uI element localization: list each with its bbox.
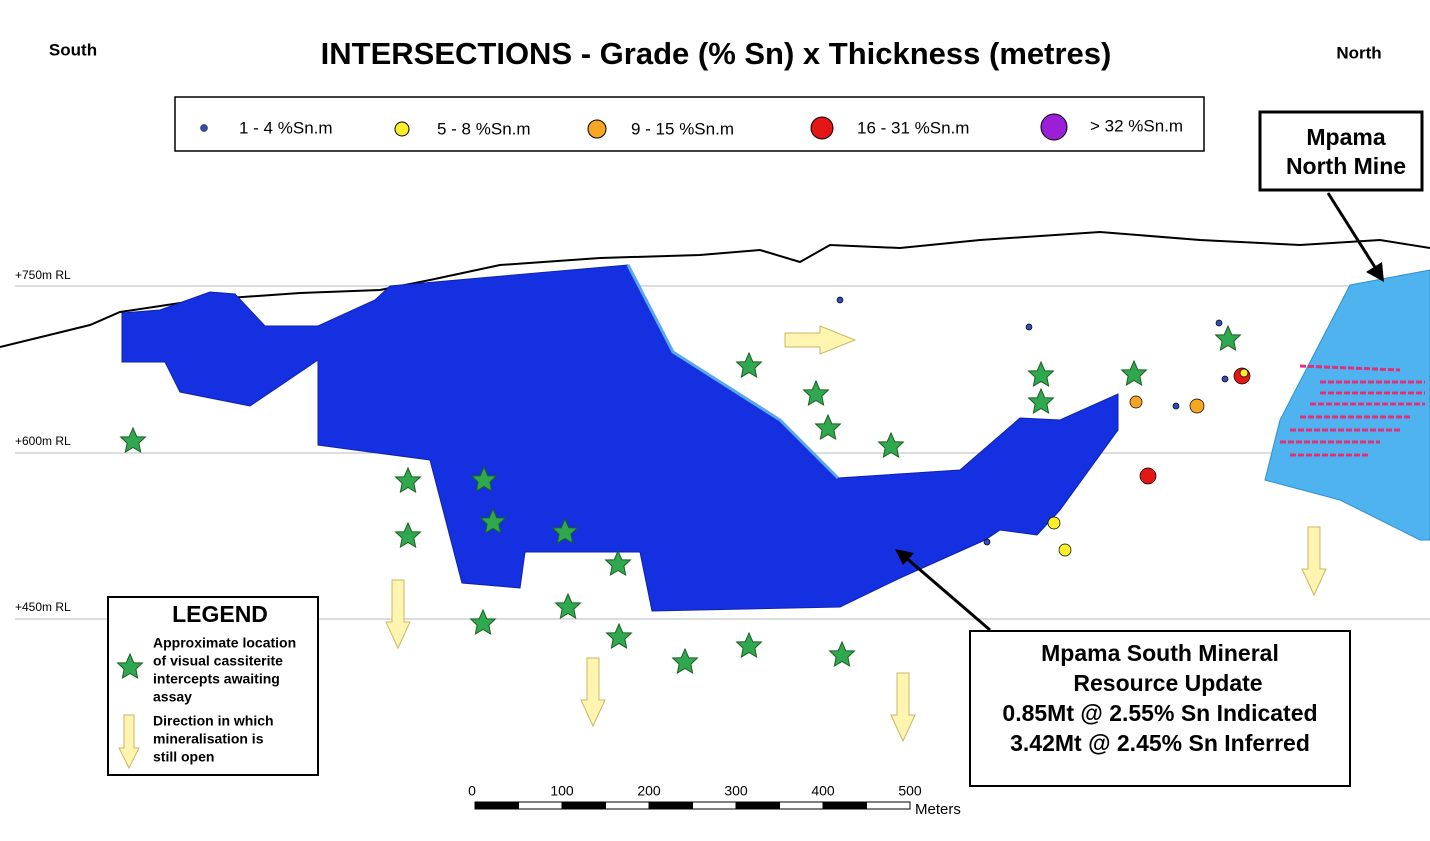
grade-dot bbox=[587, 119, 607, 139]
legend-text: Approximate location bbox=[153, 635, 296, 651]
mine-label: North Mine bbox=[1286, 153, 1406, 179]
scale-label: 400 bbox=[811, 783, 835, 799]
scale-segment bbox=[474, 801, 519, 810]
arrow-group bbox=[385, 325, 1327, 743]
scale-segment bbox=[648, 801, 693, 810]
intercept-dot bbox=[1239, 368, 1249, 378]
grade-label: 5 - 8 %Sn.m bbox=[437, 119, 531, 138]
legend-text: mineralisation is bbox=[153, 731, 264, 747]
grade-dot bbox=[394, 121, 410, 137]
grade-dot bbox=[200, 124, 208, 132]
star bbox=[555, 593, 581, 619]
star bbox=[672, 648, 698, 674]
grade-label: 9 - 15 %Sn.m bbox=[631, 119, 734, 138]
legend-text: still open bbox=[153, 749, 214, 765]
scale-segment bbox=[518, 801, 563, 810]
intercept-dot bbox=[1129, 395, 1143, 409]
pointer bbox=[903, 554, 991, 632]
orebody-edge bbox=[626, 264, 840, 480]
scale-unit: Meters bbox=[915, 801, 961, 818]
scale-segment bbox=[692, 801, 737, 810]
resource-text: 3.42Mt @ 2.45% Sn Inferred bbox=[1010, 730, 1310, 756]
grade-dot bbox=[810, 116, 834, 140]
star bbox=[736, 632, 762, 658]
open-arrow bbox=[580, 657, 606, 728]
intercept-dot bbox=[1172, 402, 1180, 410]
legend-title: LEGEND bbox=[172, 601, 268, 627]
intercept-dot bbox=[1139, 467, 1157, 485]
scale-label: 0 bbox=[468, 783, 476, 799]
star bbox=[395, 467, 421, 493]
star bbox=[1028, 388, 1054, 414]
star bbox=[1215, 325, 1241, 351]
star bbox=[1028, 361, 1054, 387]
intercept-dot bbox=[1189, 398, 1205, 414]
scale-segment bbox=[822, 801, 867, 810]
intercept-dot bbox=[1025, 323, 1033, 331]
scale-bar: 0 100 200 300 400 500 bbox=[468, 783, 922, 810]
star bbox=[829, 641, 855, 667]
scale-segment bbox=[779, 801, 824, 810]
intercept-dot bbox=[836, 296, 844, 304]
star bbox=[815, 414, 841, 440]
dot-group bbox=[836, 296, 1251, 557]
star bbox=[736, 352, 762, 378]
mine-label-box bbox=[1258, 110, 1424, 192]
scale-label: 500 bbox=[898, 783, 922, 799]
star bbox=[120, 427, 146, 453]
pointer-head bbox=[1366, 262, 1384, 282]
legend-arrow bbox=[118, 714, 140, 770]
pointer bbox=[1326, 192, 1380, 273]
resource-text: Mpama South Mineral bbox=[1041, 640, 1279, 666]
rl-label: +600m RL bbox=[15, 434, 71, 448]
grade-label: > 32 %Sn.m bbox=[1090, 116, 1183, 135]
star bbox=[803, 380, 829, 406]
orebody bbox=[121, 264, 1119, 612]
open-arrow bbox=[385, 579, 411, 650]
intercept-dot bbox=[1221, 375, 1229, 383]
open-arrow bbox=[890, 672, 916, 743]
legend-box bbox=[107, 596, 319, 776]
scale-segment bbox=[735, 801, 780, 810]
intercept-dot bbox=[1215, 319, 1223, 327]
scale-segment bbox=[561, 801, 606, 810]
mine-drive bbox=[1299, 364, 1401, 372]
rl-label: +450m RL bbox=[15, 600, 71, 614]
star bbox=[1121, 360, 1147, 386]
mine-label: Mpama bbox=[1306, 124, 1385, 150]
rl-label: +750m RL bbox=[15, 268, 71, 282]
intercept-dot bbox=[1058, 543, 1072, 557]
grade-dot bbox=[1040, 113, 1068, 141]
mine-drives bbox=[1280, 364, 1425, 457]
grade-label: 1 - 4 %Sn.m bbox=[239, 118, 333, 137]
grade-legend-box bbox=[174, 96, 1205, 152]
resource-box bbox=[969, 630, 1351, 787]
scale-label: 300 bbox=[724, 783, 748, 799]
south-label: South bbox=[49, 40, 97, 59]
legend-text: Direction in which bbox=[153, 713, 274, 729]
star bbox=[605, 550, 631, 576]
scale-segment bbox=[866, 801, 911, 810]
star bbox=[470, 609, 496, 635]
pointer-head bbox=[895, 549, 914, 565]
open-arrow bbox=[1301, 526, 1327, 597]
intercept-dot bbox=[983, 538, 991, 546]
scale-label: 200 bbox=[637, 783, 661, 799]
title: INTERSECTIONS - Grade (% Sn) x Thickness… bbox=[321, 36, 1112, 71]
legend-text: assay bbox=[153, 689, 192, 705]
legend-text: of visual cassiterite bbox=[153, 653, 283, 669]
scale-label: 100 bbox=[550, 783, 574, 799]
open-arrow bbox=[784, 325, 857, 355]
intercept-dot bbox=[1047, 516, 1061, 530]
resource-text: 0.85Mt @ 2.55% Sn Indicated bbox=[1002, 700, 1317, 726]
grade-label: 16 - 31 %Sn.m bbox=[857, 118, 969, 137]
north-label: North bbox=[1336, 43, 1381, 62]
star bbox=[395, 522, 421, 548]
resource-text: Resource Update bbox=[1073, 670, 1262, 696]
legend-text: intercepts awaiting bbox=[153, 671, 280, 687]
scale-segment bbox=[605, 801, 650, 810]
star bbox=[606, 623, 632, 649]
